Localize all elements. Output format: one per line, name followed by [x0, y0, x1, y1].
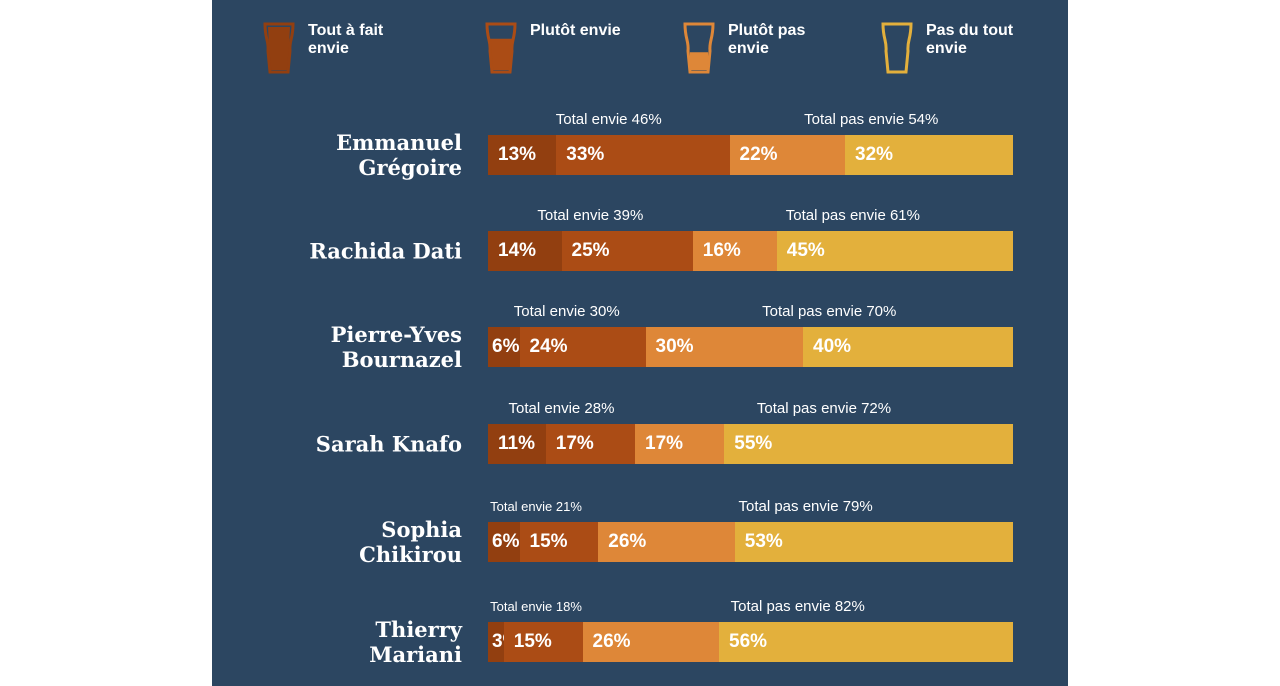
value-label: 17%	[645, 433, 684, 454]
legend-label: Pas du tout envie	[926, 22, 1014, 57]
bar-segment	[488, 424, 546, 464]
bar-segment	[556, 135, 730, 175]
bar-segment	[488, 522, 520, 562]
total-label: Total pas envie 79%	[738, 498, 873, 515]
legend-glass	[263, 22, 295, 74]
category-label: Emmanuel Grégoire	[336, 130, 462, 180]
bar-segment	[503, 622, 583, 662]
total-label: Total pas envie 82%	[730, 598, 865, 615]
value-label: 15%	[513, 631, 552, 652]
bar-segment	[719, 622, 1013, 662]
total-label: Total envie 28%	[508, 400, 615, 417]
bar-segment	[488, 327, 520, 367]
legend-glass	[881, 22, 913, 74]
total-label: Total pas envie 61%	[785, 207, 920, 224]
bar-segment	[645, 327, 803, 367]
value-label: 55%	[734, 433, 773, 454]
bar-segment	[635, 424, 725, 464]
chart: Tout à fait envie Plutôt envie Plutôt pas …	[212, 0, 1068, 686]
value-label: 25%	[571, 240, 610, 261]
value-label: 15%	[529, 531, 568, 552]
value-label: 11%	[498, 433, 535, 454]
value-label: 32%	[855, 144, 894, 165]
bar-segment	[545, 424, 635, 464]
total-label: Total envie 30%	[513, 303, 620, 320]
value-label: 40%	[813, 336, 852, 357]
value-label: 33%	[566, 144, 605, 165]
total-label: Total pas envie 72%	[756, 400, 892, 417]
bar-segment	[803, 327, 1013, 367]
category-label: Thierry Mariani	[369, 617, 462, 667]
category-label: Sophia Chikirou	[359, 517, 462, 567]
legend-label: Plutôt envie	[530, 22, 621, 39]
legend-glass	[485, 22, 517, 74]
value-label: 14%	[498, 240, 537, 261]
legend-label: Plutôt pas envie	[728, 22, 806, 57]
bar-segment	[488, 135, 557, 175]
bar-segment	[724, 424, 1013, 464]
total-label: Total envie 21%	[490, 499, 582, 514]
value-label: 6%	[492, 531, 520, 552]
value-label: 16%	[702, 240, 741, 261]
value-label: 13%	[498, 144, 537, 165]
bar-segment	[776, 231, 1013, 271]
bar-segment	[519, 522, 599, 562]
bar-segment	[488, 622, 504, 662]
bar-segment	[692, 231, 777, 271]
value-label: 22%	[739, 144, 778, 165]
value-label: 45%	[786, 240, 825, 261]
value-label: 53%	[744, 531, 783, 552]
value-label: 56%	[729, 631, 768, 652]
bar-segment	[519, 327, 646, 367]
total-label: Total envie 39%	[537, 207, 644, 224]
bar-segment	[488, 231, 562, 271]
category-label: Rachida Dati	[309, 238, 462, 264]
legend-label: Tout à fait envie	[308, 22, 384, 57]
bar-segment	[582, 622, 719, 662]
legend-glass	[683, 22, 715, 74]
value-label: 17%	[555, 433, 594, 454]
value-label: 26%	[592, 631, 631, 652]
total-label: Total envie 18%	[490, 599, 582, 614]
total-label: Total pas envie 70%	[762, 303, 897, 320]
bar-segment	[734, 522, 1013, 562]
bar-segment	[845, 135, 1013, 175]
value-label: 30%	[655, 336, 694, 357]
bar-segment	[561, 231, 693, 271]
total-label: Total envie 46%	[555, 111, 662, 128]
bar-segment	[729, 135, 845, 175]
value-label: 24%	[529, 336, 568, 357]
value-label: 26%	[608, 531, 647, 552]
category-label: Sarah Knafo	[315, 431, 462, 457]
bar-segment	[598, 522, 735, 562]
value-label: 6%	[492, 336, 520, 357]
total-label: Total pas envie 54%	[804, 111, 939, 128]
category-label: Pierre-Yves Bournazel	[330, 322, 462, 372]
